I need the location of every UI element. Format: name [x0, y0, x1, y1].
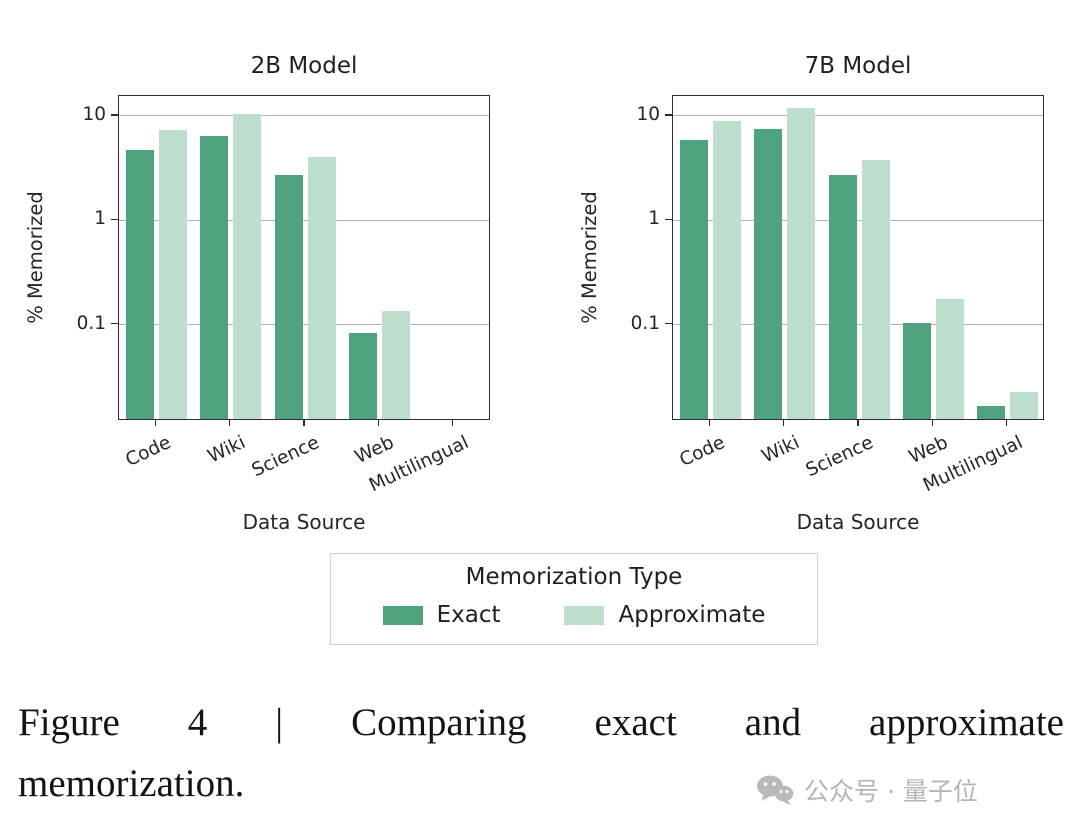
figure-caption: Figure 4 | Comparing exact and approxima… [18, 700, 1064, 806]
caption-line-2: memorization. [18, 762, 245, 805]
plot-area [118, 95, 490, 420]
x-tick-label: Wiki [204, 432, 249, 468]
x-tick-mark [782, 420, 785, 426]
bar-exact-science [828, 175, 857, 419]
bar-approximate-code [158, 130, 187, 419]
legend-title: Memorization Type [465, 564, 683, 590]
bar-approximate-science [861, 160, 890, 419]
bar-exact-code [679, 140, 708, 419]
bar-approximate-multilingual [1010, 391, 1039, 419]
x-tick-mark [931, 420, 934, 426]
legend: Memorization Type Exact Approximate [330, 553, 818, 645]
chart-title: 7B Model [804, 53, 912, 79]
watermark: 公众号 · 量子位 [756, 772, 978, 808]
plot-area [672, 95, 1044, 420]
wechat-icon [757, 775, 794, 805]
x-tick-mark [1006, 420, 1008, 426]
x-tick-label: Science [803, 432, 877, 482]
y-tick-mark [665, 114, 672, 116]
legend-items: Exact Approximate [331, 602, 817, 628]
legend-item-exact: Exact [382, 602, 501, 628]
y-tick-label: 0.1 [630, 312, 660, 334]
x-axis-label: Data Source [242, 510, 366, 534]
bar-exact-web [902, 322, 931, 419]
bar-approximate-web [381, 310, 410, 419]
x-tick-mark [708, 420, 710, 426]
bar-exact-code [125, 150, 154, 419]
exact-color-swatch [382, 605, 423, 625]
bar-approximate-code [712, 120, 741, 419]
y-axis-label-text: % Memorized [23, 191, 47, 324]
bar-approximate-wiki [787, 107, 816, 419]
bar-exact-wiki [754, 128, 783, 419]
y-axis-label-text: % Memorized [577, 191, 601, 324]
x-tick-label: Web [905, 432, 952, 469]
x-tick-label: Wiki [758, 432, 803, 468]
approximate-color-swatch [564, 605, 605, 625]
y-tick-label: 0.1 [76, 312, 106, 334]
y-tick-label: 10 [636, 103, 660, 125]
gridline [673, 324, 1043, 326]
bar-exact-wiki [200, 135, 229, 419]
y-tick-mark [665, 323, 672, 325]
gridline [119, 115, 489, 117]
y-tick-label: 1 [94, 208, 106, 230]
bar-exact-web [348, 332, 377, 419]
y-tick-label: 1 [648, 208, 660, 230]
y-tick-mark [111, 114, 118, 116]
x-tick-label: Science [249, 432, 323, 482]
legend-label-exact: Exact [436, 602, 501, 628]
y-axis-label: % Memorized [18, 95, 52, 420]
x-tick-mark [377, 420, 380, 426]
chart-2b-model: 2B Model 10 1 0.1 Code Wiki Science Web Multilin… [24, 53, 490, 534]
x-tick-mark [228, 420, 231, 426]
chart-7b-model: 7B Model 10 1 0.1 Code Wiki Science Web Multilin… [578, 53, 1044, 534]
x-tick-mark [452, 420, 454, 426]
y-tick-mark [111, 218, 118, 221]
y-tick-mark [111, 323, 118, 325]
gridline [673, 219, 1043, 221]
x-tick-mark [303, 420, 305, 426]
bar-approximate-wiki [233, 113, 262, 419]
chart-title: 2B Model [250, 53, 358, 79]
bar-approximate-science [307, 156, 336, 419]
gridline [673, 115, 1043, 117]
x-tick-label: Code [676, 432, 729, 472]
bar-exact-multilingual [977, 405, 1006, 419]
caption-line-1: Figure 4 | Comparing exact and approxima… [18, 701, 1064, 744]
gridline [119, 324, 489, 326]
legend-item-approximate: Approximate [564, 602, 765, 628]
x-axis-label: Data Source [796, 510, 920, 534]
legend-label-approximate: Approximate [618, 602, 766, 628]
bar-exact-science [274, 175, 303, 419]
y-tick-label: 10 [82, 103, 106, 125]
x-tick-label: Code [122, 432, 175, 472]
x-tick-label: Web [351, 432, 398, 469]
y-tick-mark [665, 218, 672, 221]
gridline [119, 219, 489, 221]
x-tick-mark [857, 420, 859, 426]
bar-approximate-web [935, 298, 964, 419]
watermark-text: 公众号 · 量子位 [804, 777, 978, 806]
x-tick-mark [154, 420, 156, 426]
y-axis-label: % Memorized [572, 95, 606, 420]
